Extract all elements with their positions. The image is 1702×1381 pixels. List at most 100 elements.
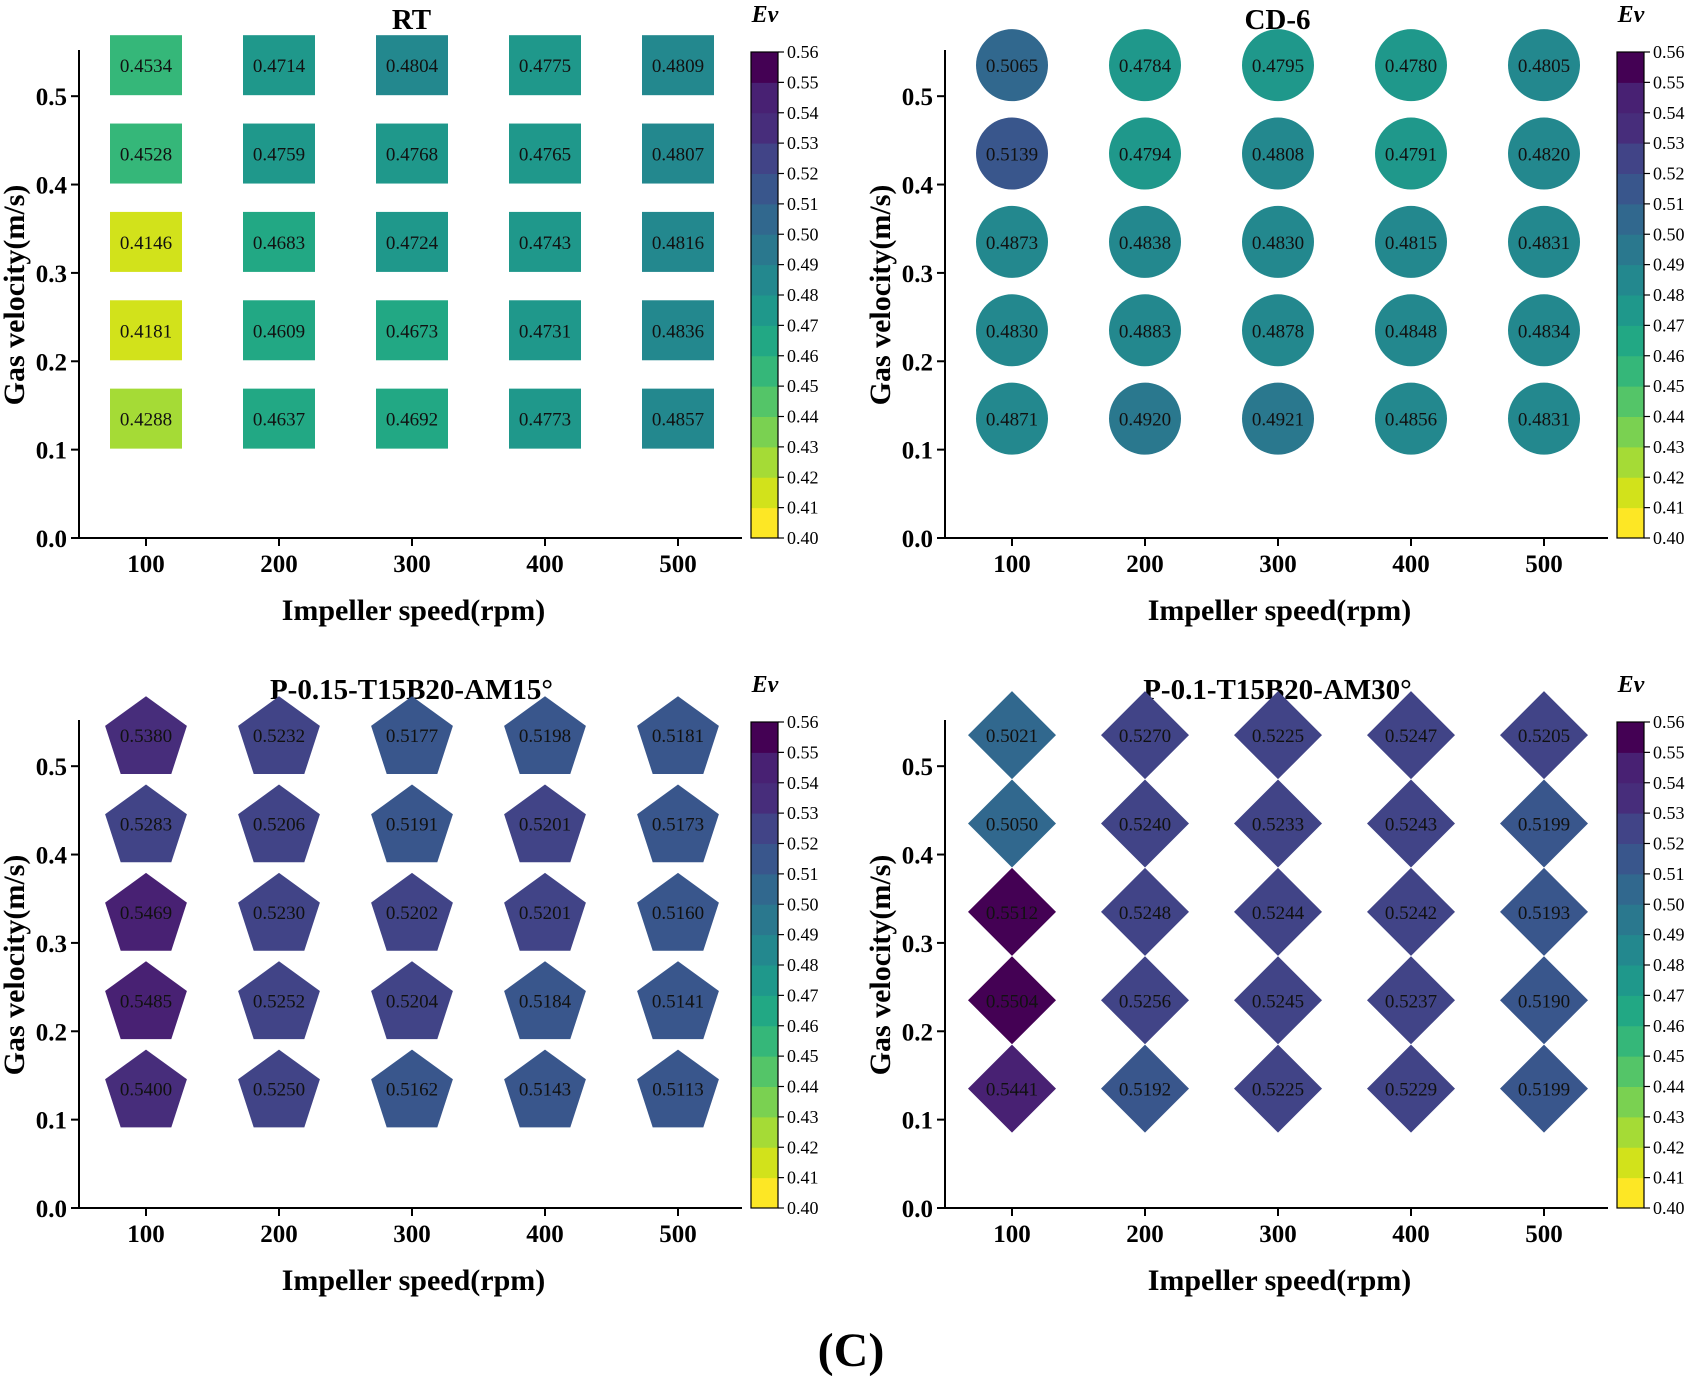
data-value-label: 0.4528 [120,145,172,166]
data-marker-circle [1242,29,1314,102]
colorbar-tick-label: 0.55 [787,742,819,762]
colorbar-band [1617,1056,1644,1087]
data-marker-square [110,123,182,184]
y-tick-label: 0.4 [902,173,934,200]
data-value-label: 0.5469 [120,903,172,924]
data-marker-circle [1375,205,1447,278]
data-marker-pentagon [105,872,187,951]
colorbar-band [751,752,778,784]
colorbar-band [1617,386,1644,417]
colorbar-tick-label: 0.56 [787,42,819,62]
data-marker-square [509,211,581,272]
colorbar-tick-label: 0.44 [787,407,819,427]
data-marker-square [243,388,315,449]
colorbar-tick-label: 0.40 [1653,528,1685,548]
colorbar-tick-label: 0.56 [1653,42,1685,62]
colorbar-tick-label: 0.52 [1653,834,1685,854]
x-axis-title: Impeller speed(rpm) [1148,1264,1412,1297]
data-marker-circle [1242,382,1314,455]
data-value-label: 0.5173 [652,815,704,836]
y-tick-label: 0.4 [36,173,68,200]
data-value-label: 0.5199 [1518,815,1570,836]
colorbar-tick-label: 0.53 [787,133,819,153]
y-tick-label: 0.3 [36,261,67,288]
data-value-label: 0.5225 [1252,726,1304,747]
data-marker-circle [1508,294,1580,367]
colorbar-tick-label: 0.46 [787,1016,819,1036]
colorbar-tick-label: 0.44 [1653,407,1685,427]
data-marker-square [642,35,714,96]
data-marker-circle [1508,205,1580,278]
data-marker-diamond [1500,1044,1588,1133]
x-tick-label: 400 [526,551,564,578]
colorbar-band [1617,112,1644,144]
colorbar-band [751,82,778,114]
colorbar-tick-label: 0.53 [1653,133,1685,153]
colorbar-tick-label: 0.53 [787,803,819,823]
colorbar-band [751,325,778,357]
y-tick-label: 0.5 [36,84,67,111]
colorbar-band [751,234,778,266]
data-value-label: 0.4878 [1252,321,1304,342]
data-marker-diamond [1500,956,1588,1045]
colorbar-band [751,782,778,814]
data-value-label: 0.5225 [1252,1080,1304,1101]
data-value-label: 0.4637 [253,410,305,431]
colorbar-tick-label: 0.46 [1653,346,1685,366]
colorbar-band [1617,995,1644,1027]
colorbar-title: Ev [751,672,779,698]
data-value-label: 0.5244 [1252,903,1305,924]
y-tick-label: 0.0 [902,1196,933,1223]
x-axis-title: Impeller speed(rpm) [282,1264,546,1297]
data-marker-diamond [1367,867,1455,956]
data-marker-square [243,35,315,96]
data-marker-diamond [1234,691,1322,780]
data-marker-diamond [1234,779,1322,868]
colorbar-tick-label: 0.42 [787,1137,819,1157]
x-tick-label: 100 [993,1221,1031,1248]
data-value-label: 0.5283 [120,815,172,836]
colorbar-band [1617,1086,1644,1118]
data-marker-square [376,35,448,96]
data-marker-circle [1375,382,1447,455]
colorbar-band [751,507,778,539]
data-marker-circle [976,117,1048,190]
data-value-label: 0.5065 [986,56,1038,77]
data-value-label: 0.4791 [1385,145,1437,166]
colorbar-band [751,143,778,174]
y-tick-label: 0.5 [902,754,933,781]
colorbar-band [1617,934,1644,966]
colorbar-tick-label: 0.43 [787,437,819,457]
colorbar-band [1617,203,1644,235]
data-marker-square [376,300,448,361]
data-value-label: 0.4784 [1119,56,1172,77]
data-value-label: 0.4795 [1252,56,1304,77]
data-value-label: 0.4830 [1252,233,1304,254]
data-marker-circle [1508,117,1580,190]
colorbar-band [1617,52,1644,83]
data-value-label: 0.4534 [120,56,173,77]
data-value-label: 0.5191 [386,815,438,836]
data-marker-pentagon [504,961,586,1040]
colorbar-tick-label: 0.40 [787,1198,819,1218]
colorbar-band [1617,1147,1644,1179]
colorbar-tick-label: 0.45 [1653,1046,1685,1066]
data-marker-pentagon [371,784,453,863]
data-value-label: 0.4768 [386,145,438,166]
data-marker-diamond [1101,867,1189,956]
data-value-label: 0.5233 [1252,815,1304,836]
colorbar-tick-label: 0.45 [1653,376,1685,396]
y-tick-label: 0.4 [36,843,68,870]
colorbar-band [751,295,778,326]
data-value-label: 0.4743 [519,233,571,254]
data-marker-diamond [1367,779,1455,868]
colorbar-band [1617,446,1644,478]
data-value-label: 0.5201 [519,815,571,836]
colorbar-band [1617,1025,1644,1057]
data-marker-circle [1508,29,1580,102]
chart-panel-1: RT 0.0 0.1 0.2 0.3 0.4 0.5 100 200 300 400 500 Impel… [0,2,819,627]
data-value-label: 0.4920 [1119,410,1171,431]
data-value-label: 0.4857 [652,410,704,431]
